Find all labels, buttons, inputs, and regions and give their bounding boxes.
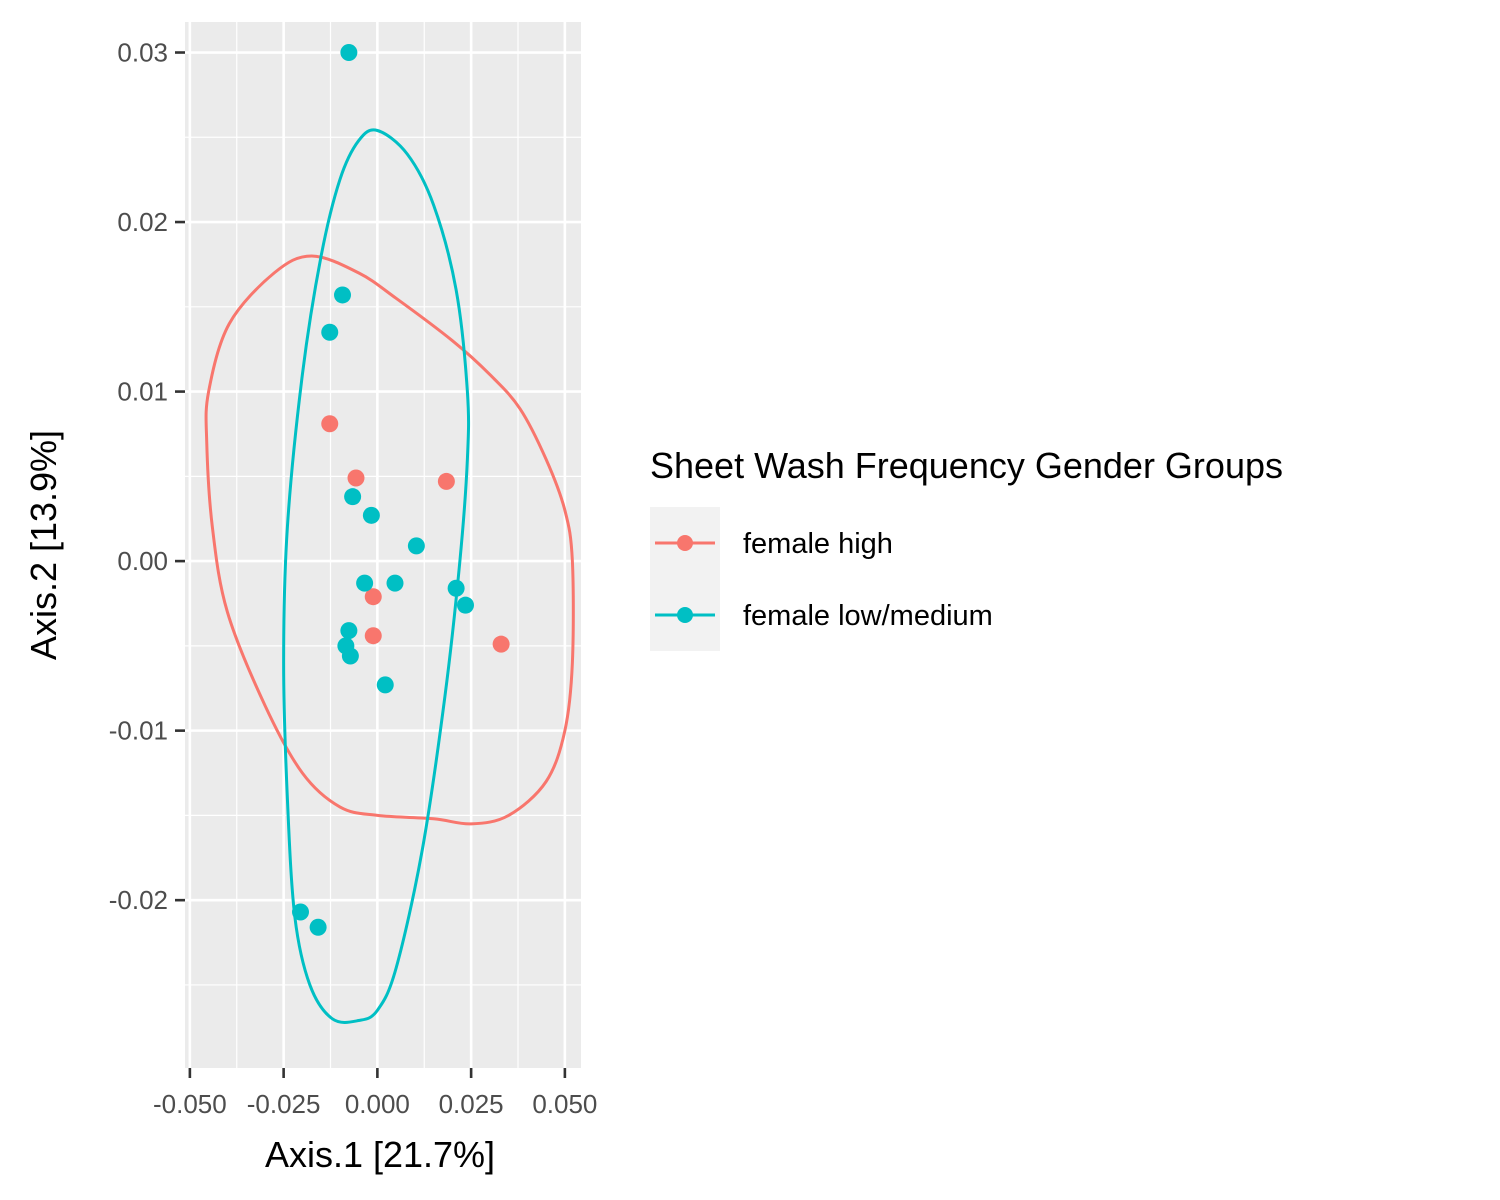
y-tick-label-5: 0.03 — [117, 38, 168, 68]
legend-label-female-high: female high — [743, 528, 893, 560]
data-points — [292, 44, 510, 936]
y-axis: -0.02 -0.01 0.00 0.01 0.02 0.03 — [109, 38, 185, 915]
point-series-0-2 — [437, 472, 455, 490]
major-gridlines — [185, 22, 581, 1068]
legend-key-point-female-low-medium — [677, 607, 693, 623]
legend: Sheet Wash Frequency Gender Groups femal… — [650, 445, 1283, 651]
legend-key-point-female-high — [677, 535, 693, 551]
point-series-1-13 — [376, 676, 394, 694]
x-axis-title: Axis.1 [21.7%] — [265, 1134, 495, 1175]
point-series-1-4 — [362, 506, 380, 524]
point-series-0-5 — [492, 635, 510, 653]
point-series-0-1 — [347, 469, 365, 487]
ellipse-series-1 — [282, 128, 471, 1024]
y-tick-label-0: -0.02 — [109, 885, 168, 915]
point-series-1-5 — [407, 537, 425, 555]
y-tick-label-3: 0.01 — [117, 377, 168, 407]
ellipse-series-0 — [204, 254, 575, 826]
point-series-1-12 — [341, 647, 359, 665]
legend-title: Sheet Wash Frequency Gender Groups — [650, 445, 1283, 486]
point-series-1-1 — [334, 286, 351, 304]
y-tick-label-4: 0.02 — [117, 207, 168, 237]
x-tick-label-3: 0.025 — [439, 1089, 504, 1119]
point-series-1-6 — [356, 574, 374, 592]
y-tick-label-2: 0.00 — [117, 546, 168, 576]
point-series-0-3 — [364, 588, 382, 606]
point-series-0-4 — [364, 627, 382, 645]
plot-panel — [185, 22, 581, 1068]
x-tick-label-2: 0.000 — [345, 1089, 410, 1119]
y-axis-title: Axis.2 [13.9%] — [23, 430, 64, 660]
point-series-0-0 — [321, 415, 339, 433]
legend-label-female-low-medium: female low/medium — [743, 600, 993, 632]
x-axis: -0.050 -0.025 0.000 0.025 0.050 — [153, 1068, 597, 1119]
point-series-1-15 — [309, 918, 327, 936]
point-series-1-14 — [292, 903, 309, 921]
confidence-ellipses — [204, 128, 575, 1024]
x-tick-label-1: -0.025 — [247, 1089, 321, 1119]
point-series-1-9 — [457, 596, 474, 614]
x-tick-label-4: 0.050 — [532, 1089, 597, 1119]
point-series-1-10 — [340, 622, 358, 640]
point-series-1-7 — [386, 574, 404, 592]
x-tick-label-0: -0.050 — [153, 1089, 227, 1119]
y-tick-label-1: -0.01 — [109, 716, 168, 746]
point-series-1-2 — [321, 323, 339, 341]
point-series-1-3 — [344, 488, 362, 506]
point-series-1-8 — [447, 579, 465, 597]
point-series-1-0 — [340, 44, 358, 62]
